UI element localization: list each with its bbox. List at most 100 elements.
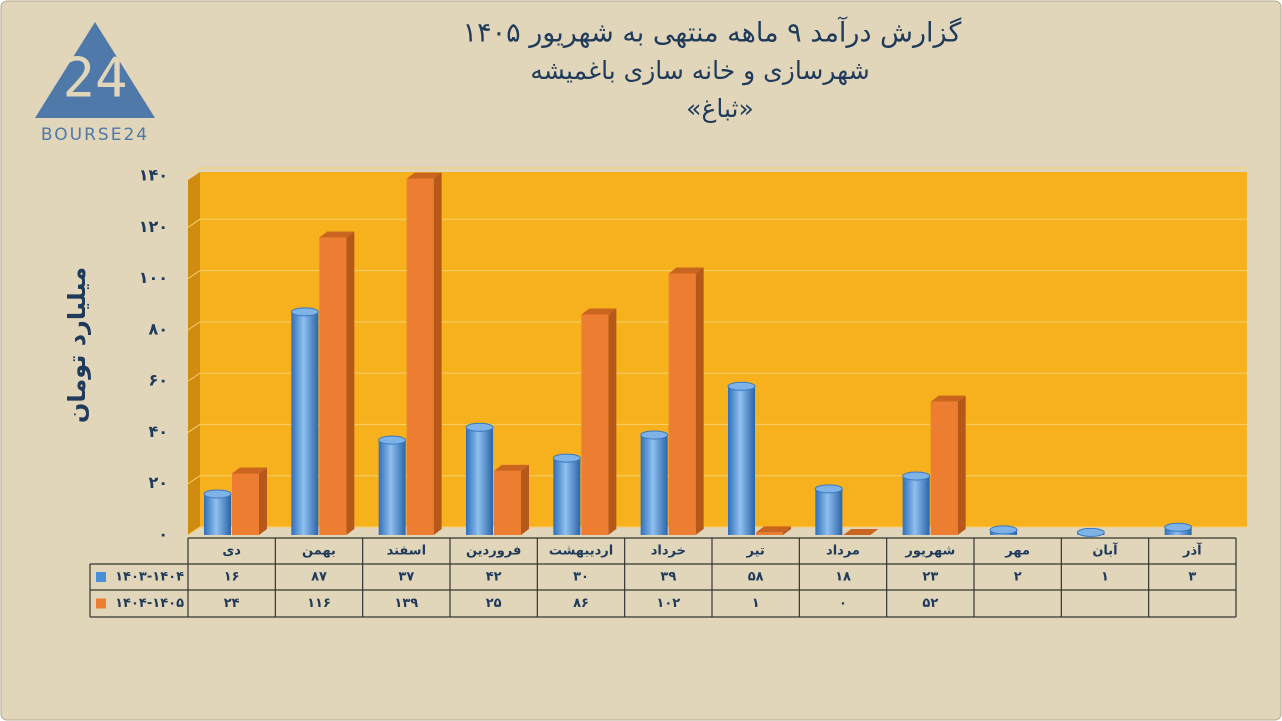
legend-swatch <box>96 598 106 609</box>
y-tick-label: ۱۲۰ <box>139 217 168 236</box>
data-label: ۲۵ <box>486 596 502 611</box>
bar-cap <box>640 430 669 440</box>
chart-subtitle: شهرسازی و خانه سازی باغمیشه <box>530 56 869 86</box>
bar <box>378 440 406 535</box>
y-tick-label: ۲۰ <box>148 473 168 492</box>
grid-line <box>187 270 1247 279</box>
grid-line <box>187 372 1247 382</box>
data-label: ۱۳۹ <box>394 596 418 611</box>
bar-cap <box>814 484 843 494</box>
x-tick-label: خرداد <box>651 544 686 559</box>
legend-swatch <box>96 572 106 582</box>
bar-cap <box>290 307 319 317</box>
bar-side <box>783 526 791 535</box>
bar <box>204 493 231 535</box>
x-tick-label: مرداد <box>826 544 860 559</box>
x-tick-label: تیر <box>746 544 765 559</box>
x-tick-label: بهمن <box>302 544 336 559</box>
bar <box>232 473 259 535</box>
bar <box>291 311 319 535</box>
bar <box>406 178 434 536</box>
x-tick-label: شهریور <box>904 544 955 559</box>
data-label: ۴۲ <box>486 570 502 585</box>
x-tick-label: دی <box>222 544 241 559</box>
bar-cap <box>902 471 931 481</box>
logo-triangle <box>35 22 155 118</box>
bar-top <box>668 267 704 274</box>
bar <box>930 401 958 535</box>
grid-line <box>187 475 1247 485</box>
x-tick-label: آبان <box>1092 542 1118 559</box>
bar-cap <box>378 435 407 445</box>
bar-side <box>695 267 704 535</box>
plot-wall <box>188 172 200 535</box>
data-label: ۵۲ <box>922 596 938 611</box>
bar-top <box>843 529 879 535</box>
legend-label: ۱۴۰۳-۱۴۰۴ <box>115 570 184 585</box>
y-tick-label: ۱۰۰ <box>139 268 168 287</box>
grid-line <box>187 167 1247 177</box>
data-label: ۲ <box>1014 570 1022 585</box>
y-tick-label: ۸۰ <box>148 319 168 338</box>
data-label: ۸۶ <box>573 596 589 611</box>
bar-side <box>346 231 355 536</box>
bar <box>756 532 783 535</box>
bar-top <box>406 172 442 179</box>
y-tick-label: ۰ <box>158 525 168 544</box>
bar <box>728 386 755 535</box>
grid-line <box>187 218 1247 228</box>
bar-top <box>319 231 355 238</box>
bar <box>581 314 609 535</box>
data-label: ۱۱۶ <box>307 596 331 611</box>
bar-cap <box>727 381 756 391</box>
data-label: ۳۹ <box>660 570 676 585</box>
legend-label: ۱۴۰۴-۱۴۰۵ <box>115 596 184 611</box>
x-tick-label: آذر <box>1182 542 1202 559</box>
data-label: ۲۴ <box>224 596 240 611</box>
bar-cap <box>465 422 494 432</box>
data-label: ۱ <box>1101 570 1109 585</box>
data-label: ۳ <box>1188 570 1196 585</box>
bar <box>494 470 521 535</box>
x-tick-label: مهر <box>1004 544 1030 559</box>
grid-line <box>187 526 1247 536</box>
x-tick-label: اردیبهشت <box>549 544 613 559</box>
logo: 24 BOURSE24 <box>35 22 155 145</box>
bar <box>815 488 843 535</box>
bar-top <box>232 467 267 474</box>
bar-side <box>259 467 267 535</box>
ticker: «ثباغ» <box>686 94 754 123</box>
data-label: ۲۳ <box>922 570 938 585</box>
data-label: ۱۰۲ <box>656 596 680 611</box>
bar-cap <box>1076 527 1105 537</box>
logo-number: 24 <box>62 47 127 110</box>
bar-cap <box>989 525 1018 535</box>
y-tick-label: ۱۴۰ <box>139 166 168 185</box>
chart-title: گزارش درآمد ۹ ماهه منتهی به شهریور ۱۴۰۵ <box>463 17 962 49</box>
y-tick-label: ۴۰ <box>148 422 168 441</box>
data-label: ۳۷ <box>398 570 414 585</box>
data-label: ۸۷ <box>311 570 327 585</box>
bar <box>553 458 581 535</box>
bar-side <box>608 308 617 535</box>
bar-cap <box>552 453 581 463</box>
bar-top <box>581 308 617 315</box>
data-label: ۱ <box>752 596 760 611</box>
data-label: ۵۸ <box>748 570 764 585</box>
bar-cap <box>203 489 232 499</box>
grid-line <box>187 321 1247 331</box>
x-tick-label: فروردین <box>466 544 521 559</box>
bar-top <box>756 526 791 533</box>
bar-top <box>494 464 529 471</box>
data-label: ۰ <box>839 596 847 611</box>
bar <box>668 273 696 535</box>
bar <box>466 427 493 535</box>
logo-text: BOURSE24 <box>41 125 149 145</box>
bar-cap <box>1164 522 1193 532</box>
bar <box>902 476 930 535</box>
bar-side <box>433 172 442 536</box>
bar-top <box>930 395 966 402</box>
data-label: ۱۸ <box>835 570 851 585</box>
data-label: ۳۰ <box>573 570 589 585</box>
